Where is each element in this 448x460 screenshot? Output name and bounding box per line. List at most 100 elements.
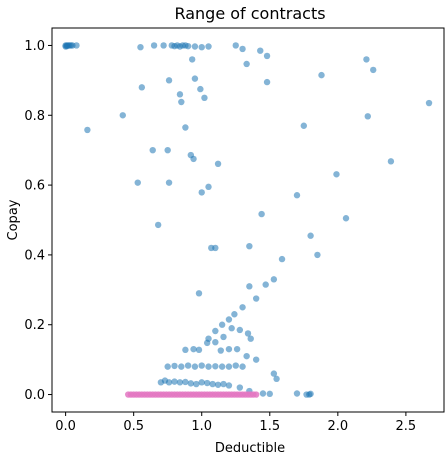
scatter-point-series-0 [164,363,171,370]
y-tick-label: 0.2 [24,318,45,333]
scatter-point-series-0 [178,363,185,370]
scatter-point-series-0 [387,158,395,165]
scatter-point-series-0 [246,242,253,250]
scatter-point-series-0 [73,42,80,49]
scatter-point-series-0 [193,380,200,388]
scatter-point-series-0 [197,85,204,93]
scatter-point-series-0 [220,380,227,388]
scatter-point-series-0 [273,375,280,383]
scatter-point-series-0 [239,304,246,311]
scatter-point-series-0 [259,390,267,397]
scatter-point-series-0 [171,362,178,370]
points-layer [62,42,433,398]
scatter-point-series-0 [236,384,244,391]
scatter-point-series-0 [293,192,301,199]
scatter-point-series-0 [225,316,233,323]
scatter-point-series-0 [258,210,265,218]
scatter-point-series-0 [262,281,269,288]
scatter-point-series-0 [182,124,189,131]
scatter-point-series-0 [342,215,350,222]
scatter-point-series-0 [203,379,211,387]
scatter-point-series-0 [270,370,278,377]
scatter-point-series-0 [266,390,273,398]
scatter-point-series-0 [138,84,146,91]
scatter-point-series-0 [198,189,205,196]
scatter-point-series-0 [232,42,239,49]
scatter-point-series-0 [243,60,250,68]
scatter-point-series-0 [263,78,271,86]
scatter-point-series-0 [263,52,271,60]
scatter-point-series-0 [205,43,212,50]
scatter-point-series-0 [182,346,189,354]
scatter-point-series-0 [225,363,233,370]
y-tick-label: 0.0 [24,388,45,403]
scatter-point-series-0 [176,379,184,386]
scatter-point-series-0 [225,382,233,389]
scatter-point-series-0 [214,160,222,167]
chart-title: Range of contracts [174,4,325,23]
x-tick-label: 2.5 [396,419,417,434]
scatter-point-series-0 [214,381,222,388]
scatter-point-series-0 [425,99,433,107]
scatter-point-series-0 [171,378,178,385]
scatter-point-series-0 [198,379,205,386]
x-tick-label: 0.5 [123,419,144,434]
scatter-point-series-0 [232,362,239,369]
scatter-point-series-0 [257,47,264,54]
scatter-point-series-0 [217,347,224,354]
scatter-point-series-1 [252,391,260,398]
scatter-point-series-0 [137,44,144,51]
scatter-point-series-0 [134,179,141,186]
x-tick-label: 1.0 [191,419,212,434]
scatter-point-series-0 [233,345,241,353]
x-tick-label: 2.0 [327,419,348,434]
scatter-point-series-0 [209,380,216,388]
scatter-point-series-0 [228,325,235,332]
scatter-point-series-0 [201,94,208,102]
scatter-point-series-0 [154,221,162,229]
scatter-point-series-0 [191,363,199,370]
scatter-point-series-0 [187,151,195,159]
scatter-point-series-0 [198,362,205,369]
y-tick-label: 0.8 [24,109,45,124]
scatter-point-series-0 [218,363,226,370]
scatter-point-series-0 [318,71,325,79]
scatter-point-series-0 [314,251,321,259]
scatter-point-series-0 [363,56,370,63]
scatter-point-series-0 [293,390,301,397]
scatter-point-series-0 [247,335,254,342]
scatter-point-series-0 [212,363,219,370]
scatter-point-series-0 [225,345,233,353]
scatter-point-series-0 [278,255,286,263]
scatter-point-series-0 [191,75,199,82]
plot-frame [51,27,445,413]
scatter-point-series-0 [184,42,192,50]
scatter-point-series-0 [270,276,278,283]
scatter-point-series-0 [203,339,211,347]
y-tick-label: 0.4 [24,248,45,263]
x-axis-label: Deductible [215,441,285,456]
scatter-point-series-0 [178,98,185,106]
scatter-point-series-0 [188,56,196,63]
scatter-point-series-0 [246,283,253,290]
y-tick-label: 1.0 [24,39,45,54]
scatter-point-series-0 [239,45,246,53]
scatter-point-series-0 [252,295,260,302]
scatter-point-series-0 [333,171,340,178]
x-tick-label: 1.5 [259,419,280,434]
scatter-point-series-0 [119,112,126,119]
scatter-point-series-0 [220,333,227,341]
scatter-point-series-0 [239,363,246,370]
scatter-point-series-0 [198,44,205,51]
scatter-point-series-0 [307,232,314,239]
scatter-point-series-0 [252,356,260,363]
scatter-point-series-0 [212,244,219,252]
scatter-point-series-0 [150,42,158,49]
y-tick-label: 0.6 [24,179,45,194]
scatter-point-series-0 [218,321,226,328]
scatter-point-series-0 [195,346,203,354]
scatter-point-series-0 [184,362,192,369]
scatter-point-series-0 [176,91,184,98]
